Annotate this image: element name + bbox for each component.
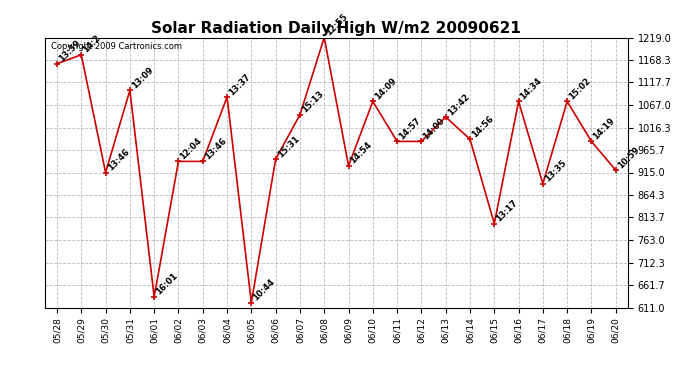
Text: 13:39: 13:39 bbox=[57, 39, 82, 64]
Text: 15:13: 15:13 bbox=[300, 90, 325, 115]
Text: 13:09: 13:09 bbox=[130, 65, 155, 90]
Text: 13:46: 13:46 bbox=[203, 136, 228, 161]
Text: 14:57: 14:57 bbox=[397, 116, 422, 141]
Text: 13:46: 13:46 bbox=[106, 147, 131, 172]
Text: 13:42: 13:42 bbox=[446, 92, 471, 117]
Text: 13:35: 13:35 bbox=[543, 158, 568, 184]
Text: 14:56: 14:56 bbox=[470, 114, 495, 139]
Text: 15:02: 15:02 bbox=[567, 76, 593, 102]
Text: 14:19: 14:19 bbox=[591, 116, 617, 141]
Text: 12:04: 12:04 bbox=[179, 136, 204, 161]
Text: 14:09: 14:09 bbox=[373, 76, 398, 102]
Text: 13:37: 13:37 bbox=[227, 72, 252, 97]
Title: Solar Radiation Daily High W/m2 20090621: Solar Radiation Daily High W/m2 20090621 bbox=[151, 21, 522, 36]
Text: 10:44: 10:44 bbox=[251, 278, 277, 303]
Text: 16:01: 16:01 bbox=[154, 272, 179, 297]
Text: 10:59: 10:59 bbox=[615, 145, 641, 170]
Text: 14:00: 14:00 bbox=[422, 116, 446, 141]
Text: 14:2: 14:2 bbox=[81, 34, 103, 55]
Text: 14:34: 14:34 bbox=[519, 76, 544, 102]
Text: 12:55: 12:55 bbox=[324, 12, 350, 38]
Text: Copyright 2009 Cartronics.com: Copyright 2009 Cartronics.com bbox=[50, 42, 181, 51]
Text: 14:54: 14:54 bbox=[348, 141, 374, 166]
Text: 13:17: 13:17 bbox=[494, 198, 520, 223]
Text: 15:31: 15:31 bbox=[275, 134, 301, 159]
